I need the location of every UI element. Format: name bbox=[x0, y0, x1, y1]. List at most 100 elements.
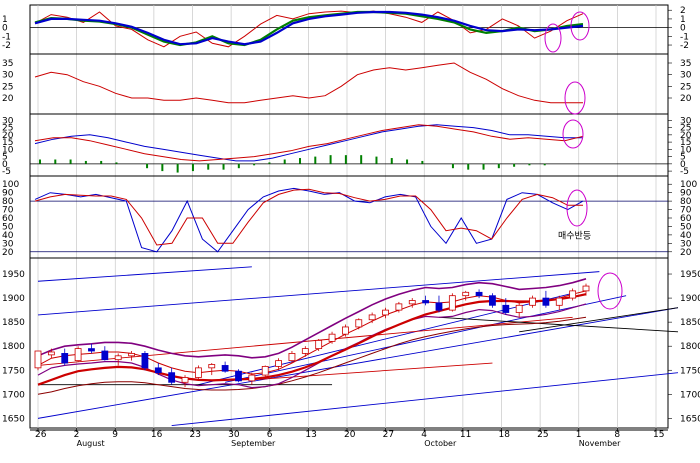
y-tick-left: 0 bbox=[2, 24, 8, 34]
y-tick-left: 25 bbox=[2, 82, 13, 92]
x-tick-label: 13 bbox=[305, 430, 316, 440]
series-line bbox=[34, 187, 584, 253]
y-tick-left: 5 bbox=[2, 153, 8, 163]
y-tick-right: -5 bbox=[680, 167, 689, 177]
y-tick-right: 1850 bbox=[680, 318, 700, 328]
y-tick-right: 1800 bbox=[680, 342, 700, 352]
y-tick-left: -1 bbox=[2, 32, 11, 42]
x-tick-label: 15 bbox=[653, 430, 664, 440]
y-tick-right: 35 bbox=[680, 59, 691, 69]
candle-body bbox=[315, 340, 323, 350]
y-tick-left: 60 bbox=[2, 214, 14, 224]
series-line bbox=[34, 10, 584, 47]
candle-body bbox=[47, 351, 55, 356]
envelope-lower-line bbox=[37, 303, 587, 389]
candle-body bbox=[542, 297, 550, 306]
series-line bbox=[34, 124, 584, 162]
y-tick-right: 40 bbox=[680, 231, 692, 241]
candle-body bbox=[515, 304, 523, 313]
y-tick-right: 15 bbox=[680, 138, 691, 148]
y-tick-left: 1900 bbox=[2, 294, 25, 304]
candle-body bbox=[235, 370, 242, 382]
trendline bbox=[251, 362, 493, 381]
y-tick-right: 100 bbox=[680, 180, 697, 190]
candle-body bbox=[502, 304, 510, 313]
x-tick-label: 2 bbox=[74, 430, 80, 440]
y-tick-left: 1750 bbox=[2, 366, 25, 376]
x-tick-label: 25 bbox=[537, 430, 548, 440]
candle-body bbox=[128, 353, 135, 357]
candle-body bbox=[489, 295, 496, 306]
trendline bbox=[438, 316, 679, 333]
candle-body bbox=[88, 348, 95, 352]
trendline bbox=[198, 292, 573, 386]
candle-body bbox=[448, 295, 456, 311]
candle-body bbox=[355, 319, 363, 328]
trendline bbox=[37, 266, 252, 282]
candle-body bbox=[422, 300, 430, 304]
y-tick-left: 0 bbox=[2, 160, 8, 170]
y-tick-left: 1800 bbox=[2, 342, 25, 352]
stochastic-annotation: 매수반등 bbox=[558, 230, 591, 241]
x-tick-label: 26 bbox=[35, 430, 47, 440]
x-tick-label: 16 bbox=[151, 430, 163, 440]
y-tick-left: 1950 bbox=[2, 270, 25, 280]
y-tick-left: 20 bbox=[2, 94, 14, 104]
candle-body bbox=[248, 374, 256, 382]
y-tick-left: 25 bbox=[2, 124, 13, 134]
y-tick-left: -5 bbox=[2, 167, 11, 177]
y-tick-right: -2 bbox=[680, 41, 689, 51]
candle-body bbox=[569, 290, 577, 299]
y-tick-right: 80 bbox=[680, 197, 692, 207]
x-tick-label: 6 bbox=[267, 430, 273, 440]
trendline bbox=[519, 307, 679, 333]
y-tick-right: 30 bbox=[680, 116, 692, 126]
trendline bbox=[225, 295, 627, 383]
candle-body bbox=[141, 353, 149, 369]
y-tick-right: 70 bbox=[680, 206, 692, 216]
y-tick-left: 30 bbox=[2, 71, 14, 81]
y-tick-right: 30 bbox=[680, 239, 692, 249]
y-tick-right: 1900 bbox=[680, 294, 700, 304]
month-label: October bbox=[424, 439, 457, 448]
candle-body bbox=[275, 360, 282, 367]
series-line bbox=[34, 188, 583, 246]
candle-body bbox=[368, 314, 376, 321]
highlight-circle bbox=[562, 119, 584, 149]
candle-body bbox=[582, 285, 590, 292]
series-line bbox=[34, 124, 583, 162]
candle-body bbox=[288, 353, 296, 362]
highlight-circle bbox=[544, 23, 562, 53]
y-tick-right: 30 bbox=[680, 71, 692, 81]
series-line bbox=[34, 62, 583, 104]
candle-body bbox=[328, 333, 336, 342]
x-tick-label: 23 bbox=[190, 430, 201, 440]
y-tick-left: 1 bbox=[2, 15, 8, 25]
y-tick-right: 1650 bbox=[680, 414, 700, 424]
candle-body bbox=[475, 291, 483, 297]
x-tick-label: 20 bbox=[344, 430, 356, 440]
y-tick-left: 10 bbox=[2, 145, 14, 155]
candle-body bbox=[154, 367, 162, 374]
candle-body bbox=[555, 297, 563, 306]
candle-body bbox=[114, 355, 122, 361]
candle-body bbox=[408, 300, 416, 305]
y-tick-left: 90 bbox=[2, 189, 14, 199]
y-tick-right: 25 bbox=[680, 124, 691, 134]
candle-body bbox=[194, 367, 202, 378]
y-tick-left: 30 bbox=[2, 239, 14, 249]
y-tick-left: 80 bbox=[2, 197, 14, 207]
candle-body bbox=[342, 326, 349, 335]
candle-body bbox=[208, 364, 216, 369]
month-label: September bbox=[231, 439, 276, 448]
candle-body bbox=[462, 291, 470, 297]
y-tick-left: 1850 bbox=[2, 318, 25, 328]
envelope-upper-line bbox=[37, 278, 587, 359]
trendline bbox=[37, 271, 600, 316]
candle-body bbox=[382, 309, 389, 316]
y-tick-left: 20 bbox=[2, 131, 14, 141]
y-tick-right: -1 bbox=[680, 32, 689, 42]
highlight-circle bbox=[597, 272, 623, 310]
candle-body bbox=[34, 350, 42, 369]
highlight-circle bbox=[564, 81, 586, 115]
